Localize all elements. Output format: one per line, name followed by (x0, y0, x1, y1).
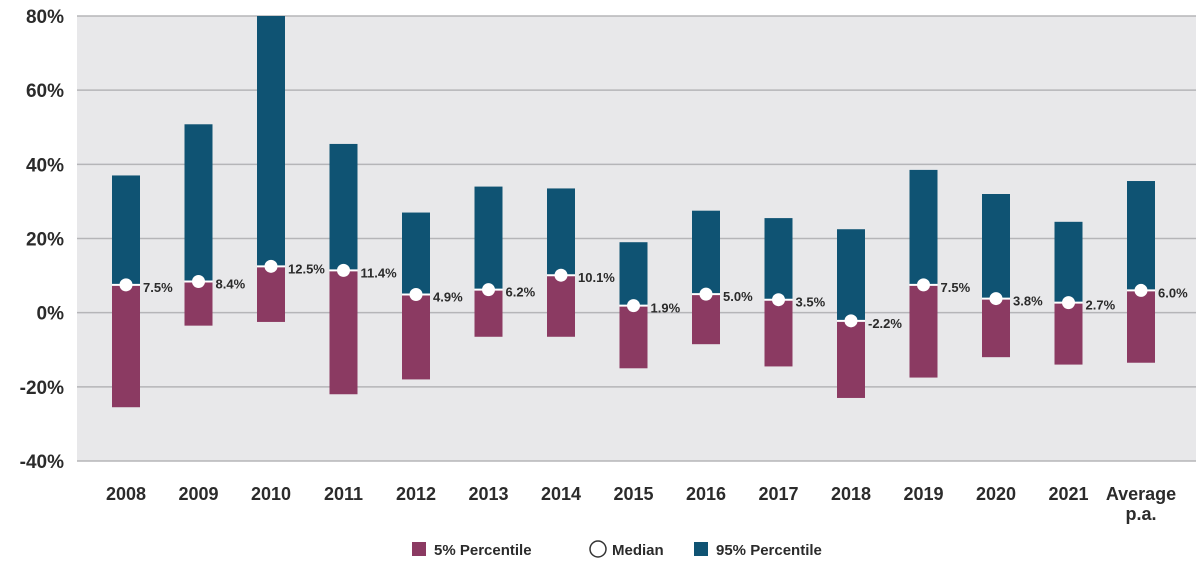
x-tick-label: 2018 (831, 484, 871, 504)
bar-low-2016 (692, 294, 720, 345)
bar-low-2009 (184, 281, 213, 326)
median-value-label: 2.7% (1086, 298, 1116, 313)
bar-low-average-p-a- (1127, 290, 1155, 363)
bar-high-2019 (909, 169, 938, 285)
y-tick-label: 20% (26, 230, 64, 251)
bar-low-2015 (619, 305, 648, 369)
y-tick-label: -40% (20, 452, 64, 473)
bar-high-2009 (184, 124, 213, 282)
legend-swatch-high (694, 542, 708, 556)
bar-high-2018 (837, 229, 865, 321)
bar-low-2012 (402, 294, 430, 380)
median-value-label: 6.2% (506, 285, 536, 300)
median-marker (409, 287, 423, 301)
median-value-label: 4.9% (433, 289, 463, 304)
y-tick-label: 0% (37, 304, 65, 325)
x-tick-label: 2013 (468, 484, 508, 504)
bar-high-2013 (474, 186, 503, 290)
bar-high-2015 (619, 242, 648, 306)
x-tick-label: Average (1106, 484, 1176, 504)
median-value-label: -2.2% (868, 316, 902, 331)
bar-low-2019 (909, 284, 938, 378)
y-tick-label: 40% (26, 155, 64, 176)
bar-low-2021 (1054, 302, 1083, 365)
median-value-label: 7.5% (941, 280, 971, 295)
bar-low-2013 (474, 289, 503, 337)
x-tick-label: 2021 (1048, 484, 1088, 504)
x-tick-label: 2008 (106, 484, 146, 504)
median-value-label: 12.5% (288, 261, 325, 276)
bar-high-2016 (692, 210, 720, 295)
x-tick-label: 2010 (251, 484, 291, 504)
bar-high-2012 (402, 212, 430, 295)
bar-high-2017 (764, 218, 793, 300)
bar-low-2008 (112, 284, 140, 408)
bar-low-2017 (764, 299, 793, 367)
median-value-label: 10.1% (578, 270, 615, 285)
bars: 7.5% 8.4% 12.5% 11.4% 4.9% 6.2% 10.1% 1.9% 5.0% 3… (112, 16, 1188, 408)
median-value-label: 6.0% (1158, 285, 1188, 300)
bar-high-2008 (112, 175, 140, 285)
bar-low-2011 (329, 270, 358, 395)
median-marker (482, 283, 495, 297)
y-axis: 80% 60% 40% 20% 0% -20% -40% (20, 7, 64, 473)
y-tick-label: 80% (26, 7, 64, 28)
bar-low-2010 (257, 266, 285, 322)
legend-label-median: Median (612, 542, 664, 559)
median-marker (554, 268, 568, 282)
y-tick-label: -20% (20, 378, 64, 399)
bar-high-average-p-a- (1127, 181, 1155, 291)
median-marker (1062, 296, 1075, 310)
x-tick-label: 2012 (396, 484, 436, 504)
median-marker (119, 278, 133, 292)
x-axis: 2008 2009 2010 2011 2012 2013 2014 2015 2016 2017… (106, 484, 1176, 524)
median-marker (772, 293, 785, 307)
legend: 5% Percentile Median 95% Percentile (412, 540, 822, 559)
bar-low-2020 (982, 298, 1010, 358)
median-marker (699, 287, 713, 301)
median-marker (192, 275, 205, 289)
legend-label-low: 5% Percentile (434, 542, 532, 559)
median-value-label: 5.0% (723, 289, 753, 304)
bar-high-2011 (329, 143, 358, 271)
median-marker (844, 314, 858, 328)
median-value-label: 11.4% (361, 265, 398, 280)
legend-median-icon (589, 540, 607, 558)
bar-low-2014 (547, 275, 575, 337)
median-value-label: 8.4% (216, 277, 246, 292)
median-value-label: 3.5% (796, 295, 826, 310)
y-tick-label: 60% (26, 81, 64, 102)
median-value-label: 3.8% (1013, 294, 1043, 309)
median-marker (264, 259, 278, 273)
x-tick-label: 2019 (903, 484, 943, 504)
x-tick-label: 2017 (758, 484, 798, 504)
bar-high-2021 (1054, 221, 1083, 303)
median-value-label: 1.9% (651, 301, 681, 316)
median-value-label: 7.5% (143, 280, 173, 295)
x-tick-label: p.a. (1125, 504, 1156, 524)
median-marker (1134, 283, 1148, 297)
x-tick-label: 2014 (541, 484, 581, 504)
legend-swatch-low (412, 542, 426, 556)
x-tick-label: 2009 (178, 484, 218, 504)
bar-high-2010 (257, 16, 285, 267)
bar-low-2018 (837, 320, 865, 398)
x-tick-label: 2011 (324, 484, 363, 504)
legend-label-high: 95% Percentile (716, 542, 822, 559)
median-marker (627, 299, 640, 313)
median-marker (337, 263, 350, 277)
x-tick-label: 2015 (613, 484, 653, 504)
x-tick-label: 2016 (686, 484, 726, 504)
bar-high-2014 (547, 188, 575, 276)
median-marker (989, 292, 1003, 306)
x-tick-label: 2020 (976, 484, 1016, 504)
median-marker (917, 278, 930, 292)
bar-high-2020 (982, 194, 1010, 299)
